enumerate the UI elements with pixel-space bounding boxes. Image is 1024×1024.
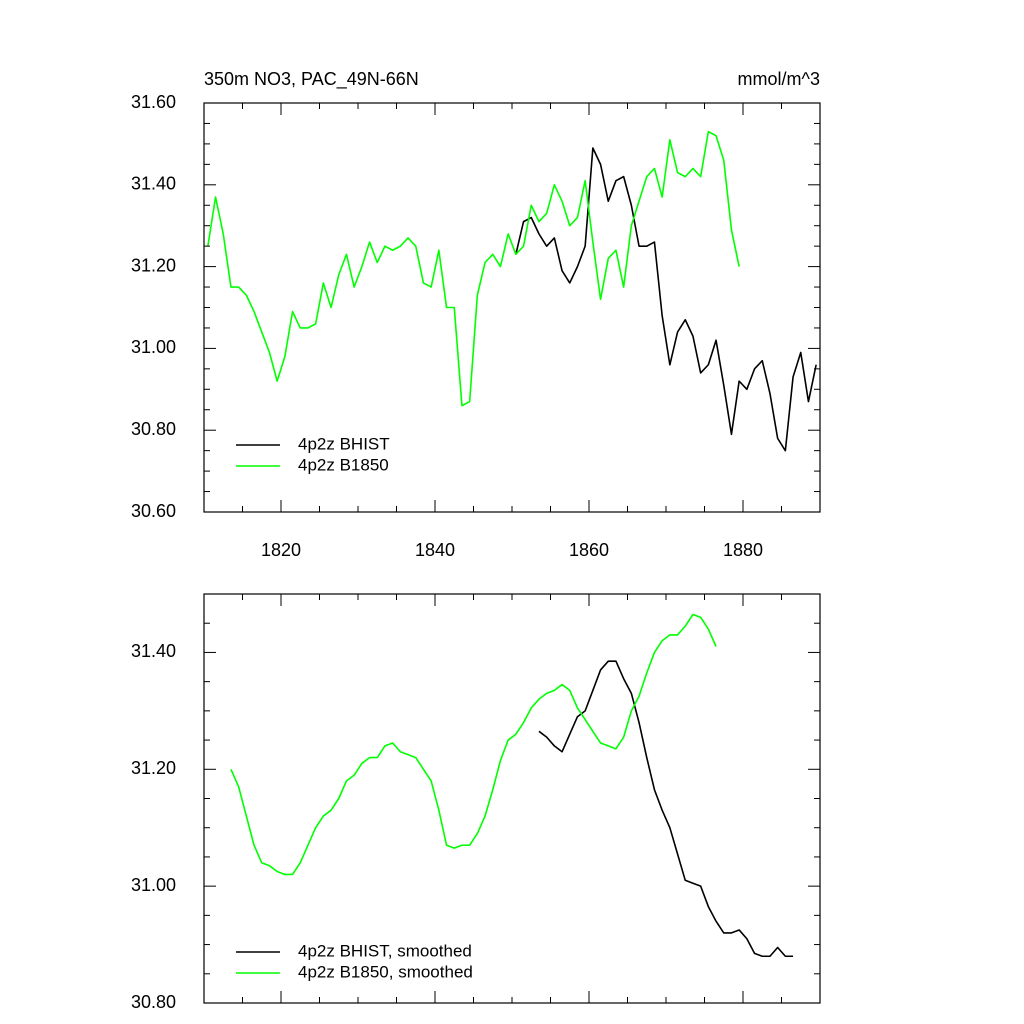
plot-frame: [203, 102, 821, 513]
x-tick-label: 1860: [569, 540, 609, 560]
legend-label: 4p2z BHIST: [298, 434, 390, 453]
plot-frame: [203, 593, 821, 1004]
x-tick-label: 1820: [261, 540, 301, 560]
y-tick-label: 31.00: [131, 337, 176, 357]
series-line: [515, 147, 817, 452]
chart-title: 350m NO3, PAC_49N-66N: [204, 69, 419, 90]
y-tick-label: 30.80: [131, 992, 176, 1012]
y-tick-label: 31.20: [131, 255, 176, 275]
y-tick-label: 31.40: [131, 174, 176, 194]
x-tick-label: 1880: [723, 540, 763, 560]
legend-label: 4p2z B1850: [298, 455, 389, 474]
legend-label: 4p2z B1850, smoothed: [298, 962, 473, 981]
y-tick-label: 31.60: [131, 92, 176, 112]
legend-label: 4p2z BHIST, smoothed: [298, 941, 472, 960]
y-tick-label: 31.00: [131, 875, 176, 895]
units-label: mmol/m^3: [738, 69, 820, 89]
series-line: [207, 130, 740, 407]
y-tick-label: 31.40: [131, 641, 176, 661]
x-tick-label: 1840: [415, 540, 455, 560]
y-tick-label: 31.20: [131, 758, 176, 778]
y-tick-label: 30.80: [131, 419, 176, 439]
y-tick-label: 30.60: [131, 501, 176, 521]
series-line: [230, 613, 717, 876]
